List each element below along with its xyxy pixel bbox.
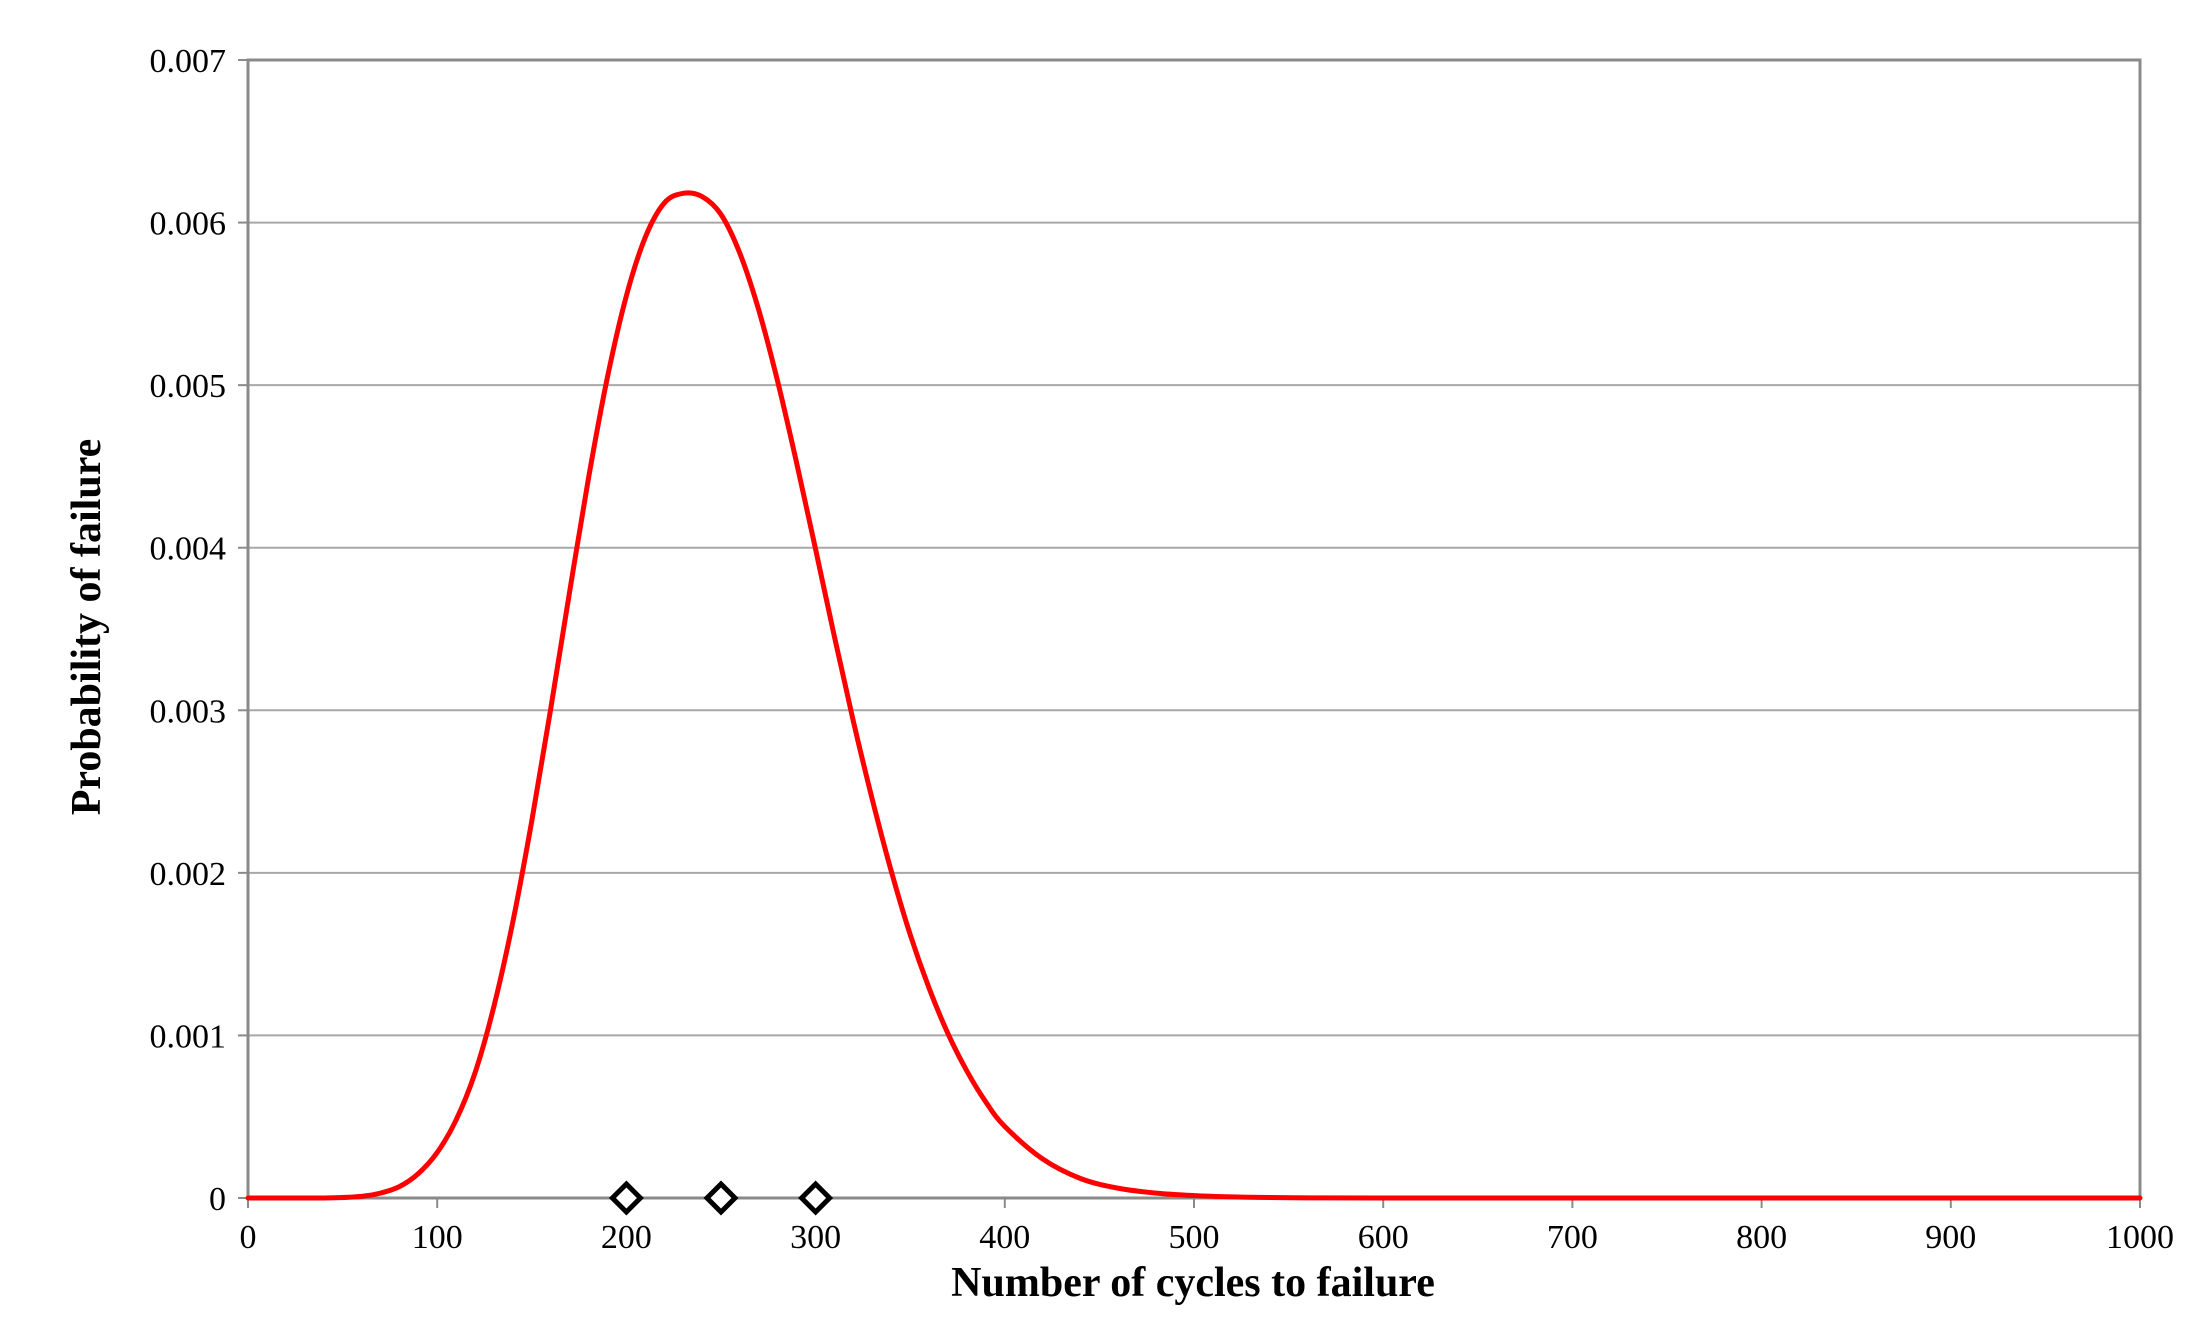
- x-tick-label: 500: [1169, 1219, 1220, 1256]
- y-tick-label: 0.004: [150, 531, 227, 568]
- y-tick-label: 0.001: [150, 1018, 227, 1055]
- y-tick-label: 0.007: [150, 43, 227, 80]
- observed-failure-marker: [608, 1180, 644, 1216]
- x-axis: 0 100 200 300 400 500 600 700 800 900 1000: [240, 1198, 2174, 1256]
- x-tick-label: 600: [1358, 1219, 1409, 1256]
- observed-failure-marker: [798, 1180, 834, 1216]
- failure-probability-curve: [245, 190, 2143, 1201]
- x-tick-label: 700: [1547, 1219, 1598, 1256]
- y-tick-label: 0.006: [150, 206, 227, 243]
- x-axis-title: Number of cycles to failure: [951, 1260, 1435, 1306]
- observed-failure-marker: [703, 1180, 739, 1216]
- data-series: [245, 190, 2143, 1216]
- y-tick-label: 0.005: [150, 368, 227, 405]
- x-tick-label: 1000: [2106, 1219, 2174, 1256]
- x-tick-label: 0: [240, 1219, 257, 1256]
- y-axis: 0 0.001 0.002 0.003 0.004 0.005 0.006 0.007: [150, 43, 248, 1218]
- y-tick-label: 0.003: [150, 693, 227, 730]
- y-axis-title: Probability of failure: [64, 439, 110, 815]
- x-tick-label: 400: [979, 1219, 1030, 1256]
- x-tick-label: 800: [1736, 1219, 1787, 1256]
- x-tick-label: 100: [412, 1219, 463, 1256]
- x-tick-label: 200: [601, 1219, 652, 1256]
- x-tick-label: 300: [790, 1219, 841, 1256]
- x-tick-label: 900: [1925, 1219, 1976, 1256]
- y-tick-label: 0: [209, 1181, 226, 1218]
- y-tick-label: 0.002: [150, 856, 227, 893]
